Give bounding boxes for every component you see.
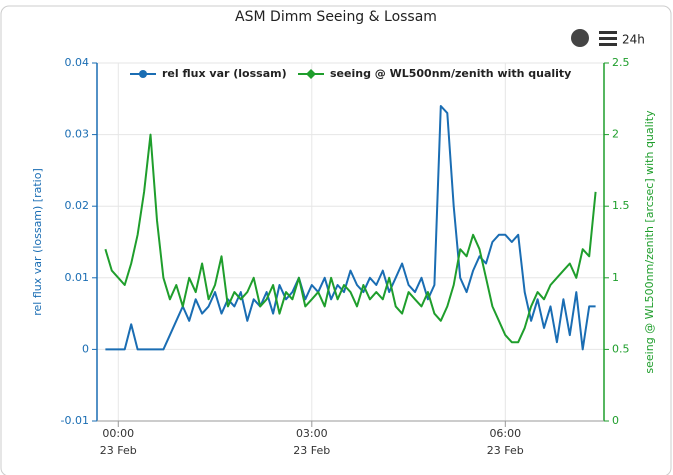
y2-axis-title: seeing @ WL500nm/zenith [arcsec] with qu… bbox=[643, 110, 656, 374]
y-tick-label: 0.02 bbox=[65, 199, 90, 212]
y2-tick-label: 2.5 bbox=[612, 56, 630, 69]
y2-tick-label: 2 bbox=[612, 128, 619, 141]
y-tick-label: 0.01 bbox=[65, 271, 90, 284]
y-tick-label: 0 bbox=[82, 342, 89, 355]
menu-bar bbox=[599, 37, 617, 40]
legend-label: rel flux var (lossam) bbox=[162, 67, 287, 80]
x-tick-label: 03:00 23 Feb bbox=[293, 427, 331, 457]
y-tick-label: 0.04 bbox=[65, 56, 90, 69]
series-line bbox=[104, 133, 597, 344]
legend-marker bbox=[139, 70, 147, 78]
x-tick-label: 00:00 23 Feb bbox=[99, 427, 137, 457]
y2-tick-label: 0.5 bbox=[612, 342, 630, 355]
x-tick-label: 06:00 23 Feb bbox=[486, 427, 524, 457]
record-icon[interactable] bbox=[571, 29, 589, 47]
y2-tick-label: 1 bbox=[612, 271, 619, 284]
menu-icon[interactable] bbox=[599, 31, 617, 46]
menu-bar bbox=[599, 31, 617, 34]
chart-title: ASM Dimm Seeing & Lossam bbox=[235, 9, 437, 25]
legend-marker bbox=[306, 69, 316, 79]
legend-label: seeing @ WL500nm/zenith with quality bbox=[330, 67, 571, 80]
frame bbox=[0, 5, 672, 475]
y-tick-label: 0.03 bbox=[65, 128, 90, 141]
y-tick-label: -0.01 bbox=[61, 414, 89, 427]
y-axis-title: rel flux var (lossam) [ratio] bbox=[31, 168, 44, 316]
series-line bbox=[105, 105, 596, 351]
range-label[interactable]: 24h bbox=[622, 33, 645, 47]
y2-tick-label: 0 bbox=[612, 414, 619, 427]
menu-bar bbox=[599, 43, 617, 46]
y2-tick-label: 1.5 bbox=[612, 199, 630, 212]
